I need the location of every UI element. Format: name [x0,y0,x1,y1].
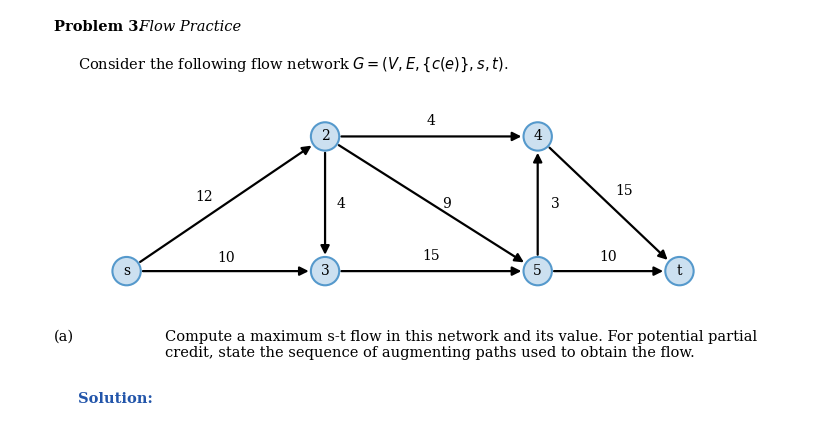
Text: Solution:: Solution: [78,392,153,406]
Text: 10: 10 [600,250,617,264]
Text: Consider the following flow network $G = (V, E, \{c(e)\}, s, t)$.: Consider the following flow network $G =… [78,55,509,74]
Circle shape [311,122,339,151]
Text: 3: 3 [551,197,560,211]
Text: Problem 3.: Problem 3. [54,20,143,34]
Text: t: t [676,264,682,278]
Text: 2: 2 [321,129,329,144]
Circle shape [524,257,552,285]
Circle shape [524,122,552,151]
Text: 4: 4 [337,197,345,211]
Text: 4: 4 [533,129,542,144]
Text: 5: 5 [533,264,542,278]
Text: Flow Practice: Flow Practice [130,20,241,34]
Circle shape [665,257,694,285]
Text: 4: 4 [427,114,436,128]
Text: 9: 9 [442,197,451,211]
Circle shape [311,257,339,285]
Text: 15: 15 [615,184,633,198]
Text: 10: 10 [217,251,234,265]
Text: 12: 12 [196,190,214,204]
Text: (a): (a) [54,330,73,344]
Text: s: s [123,264,130,278]
Text: Compute a maximum s-t flow in this network and its value. For potential partial
: Compute a maximum s-t flow in this netwo… [165,330,757,360]
Circle shape [112,257,141,285]
Text: 3: 3 [321,264,329,278]
Text: 15: 15 [422,249,441,263]
